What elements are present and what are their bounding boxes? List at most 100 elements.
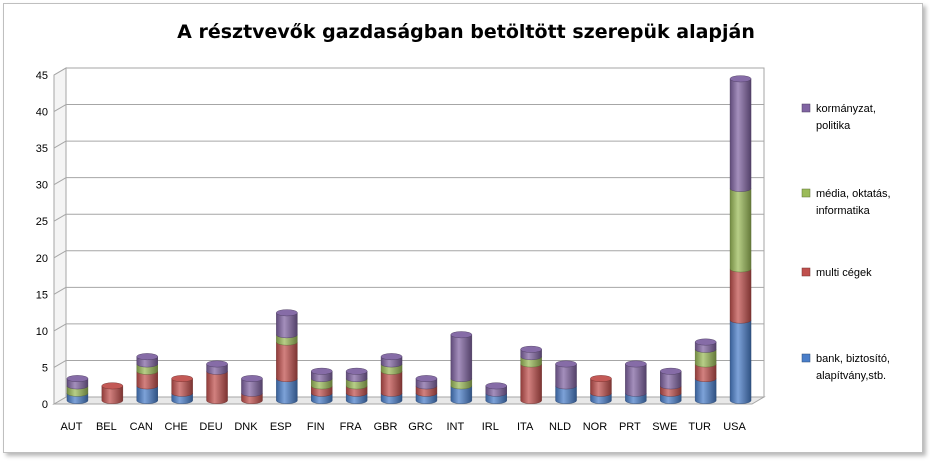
- bar-segment: [729, 319, 752, 404]
- bar-top-cap: [625, 360, 647, 368]
- plot-back-wall: [65, 67, 765, 398]
- gridline-side: [53, 67, 67, 76]
- x-tick-label: IRL: [482, 421, 499, 433]
- bar-segment: [555, 385, 577, 404]
- y-tick-label: 0: [42, 399, 48, 411]
- x-tick-label: ESP: [270, 421, 292, 433]
- bar-top-cap: [590, 375, 612, 382]
- bar-segment: [729, 188, 752, 273]
- legend-swatch: [801, 267, 811, 277]
- chart-frame: A résztvevők gazdaságban betöltött szere…: [3, 3, 923, 453]
- gridline-side: [53, 140, 67, 149]
- legend-label: kormányzat, politika: [816, 103, 876, 132]
- bar-top-cap: [694, 338, 717, 346]
- legend-label: multi cégek: [816, 267, 872, 279]
- bar-top-cap: [660, 367, 682, 375]
- bar-segment: [136, 385, 158, 404]
- bar-segment: [520, 363, 542, 404]
- legend: kormányzat, politika média, oktatás, inform…: [801, 103, 891, 382]
- bar-segment: [660, 371, 682, 390]
- bar-segment: [136, 371, 158, 390]
- gridline-side: [53, 360, 67, 368]
- bar-segment: [590, 378, 612, 397]
- bar-segment: [694, 349, 717, 368]
- stacked-bar-chart: A résztvevők gazdaságban betöltött szere…: [36, 21, 891, 433]
- x-tick-label: GRC: [408, 421, 433, 433]
- gridline-side: [53, 177, 67, 186]
- legend-label: média, oktatás, informatika: [816, 188, 891, 217]
- bar-segment: [101, 385, 124, 404]
- gridline-side: [53, 104, 67, 112]
- plot-floor: [52, 396, 766, 405]
- bar-top-cap: [206, 360, 228, 368]
- bar-segment: [276, 312, 298, 339]
- bar-top-cap: [241, 375, 263, 382]
- bar-top-cap: [136, 353, 158, 361]
- bar-segment: [241, 378, 263, 397]
- bar-top-cap: [171, 375, 193, 382]
- x-tick-label: ITA: [517, 421, 534, 433]
- y-tick-label: 25: [36, 216, 48, 228]
- legend-swatch: [801, 103, 811, 113]
- bar-top-cap: [311, 367, 333, 375]
- bar-segment: [206, 371, 228, 404]
- x-tick-label: CHE: [165, 421, 188, 433]
- bar-top-cap: [520, 345, 542, 353]
- y-tick-label: 35: [36, 143, 48, 155]
- bar-segment: [729, 268, 752, 324]
- x-tick-label: FRA: [340, 421, 363, 433]
- plot-side-wall: [53, 67, 67, 405]
- bar-segment: [450, 334, 473, 382]
- x-tick-label: AUT: [60, 421, 82, 433]
- bar-segment: [625, 363, 647, 397]
- y-tick-label: 5: [42, 362, 48, 374]
- y-tick-label: 20: [36, 253, 48, 265]
- y-tick-label: 15: [36, 289, 48, 301]
- chart-title: A résztvevők gazdaságban betöltött szere…: [177, 21, 755, 43]
- bar-segment: [555, 363, 577, 390]
- bar-top-cap: [276, 309, 298, 317]
- x-tick-label: NLD: [549, 421, 571, 433]
- bar-top-cap: [485, 382, 507, 390]
- bar-segment: [729, 78, 752, 192]
- x-tick-label: TUR: [688, 421, 711, 433]
- gridline-side: [53, 213, 67, 222]
- bar-segment: [171, 378, 193, 397]
- bar-segment: [694, 363, 717, 382]
- y-tick-label: 40: [36, 107, 48, 119]
- legend-swatch: [801, 353, 811, 363]
- x-tick-label: SWE: [652, 421, 677, 433]
- bar-top-cap: [555, 360, 577, 368]
- gridline-side: [53, 323, 67, 332]
- x-tick-label: CAN: [130, 421, 153, 433]
- bar-top-cap: [380, 353, 403, 361]
- y-tick-label: 10: [36, 326, 48, 338]
- gridline-side: [53, 286, 67, 295]
- bar-top-cap: [729, 75, 752, 83]
- bar-segment: [276, 378, 298, 404]
- bar-segment: [450, 385, 473, 404]
- bar-top-cap: [66, 375, 89, 382]
- x-tick-label: FIN: [307, 421, 325, 433]
- y-tick-label: 45: [36, 70, 48, 82]
- bar-top-cap: [415, 375, 438, 382]
- legend-swatch: [801, 188, 811, 198]
- bar-segment: [694, 378, 717, 404]
- bar-segment: [276, 341, 298, 382]
- x-tick-label: NOR: [583, 421, 608, 433]
- bar-top-cap: [345, 367, 368, 375]
- x-tick-label: PRT: [619, 421, 641, 433]
- x-tick-label: DNK: [234, 421, 258, 433]
- x-tick-label: USA: [723, 421, 746, 433]
- legend-label: bank, biztosító, alapítvány,stb.: [816, 353, 890, 382]
- y-tick-label: 30: [36, 180, 48, 192]
- bar-segment: [380, 371, 403, 397]
- x-tick-label: INT: [446, 421, 464, 433]
- bar-top-cap: [101, 382, 124, 390]
- bar-top-cap: [450, 331, 473, 339]
- plot-area: 0 5 10 15 20 25 30 35 40 45 AUT BEL CAN CHE DEU DNK ESP F…: [36, 67, 766, 433]
- x-tick-label: BEL: [96, 421, 117, 433]
- x-tick-label: GBR: [374, 421, 398, 433]
- x-tick-label: DEU: [199, 421, 222, 433]
- gridline-side: [53, 250, 67, 259]
